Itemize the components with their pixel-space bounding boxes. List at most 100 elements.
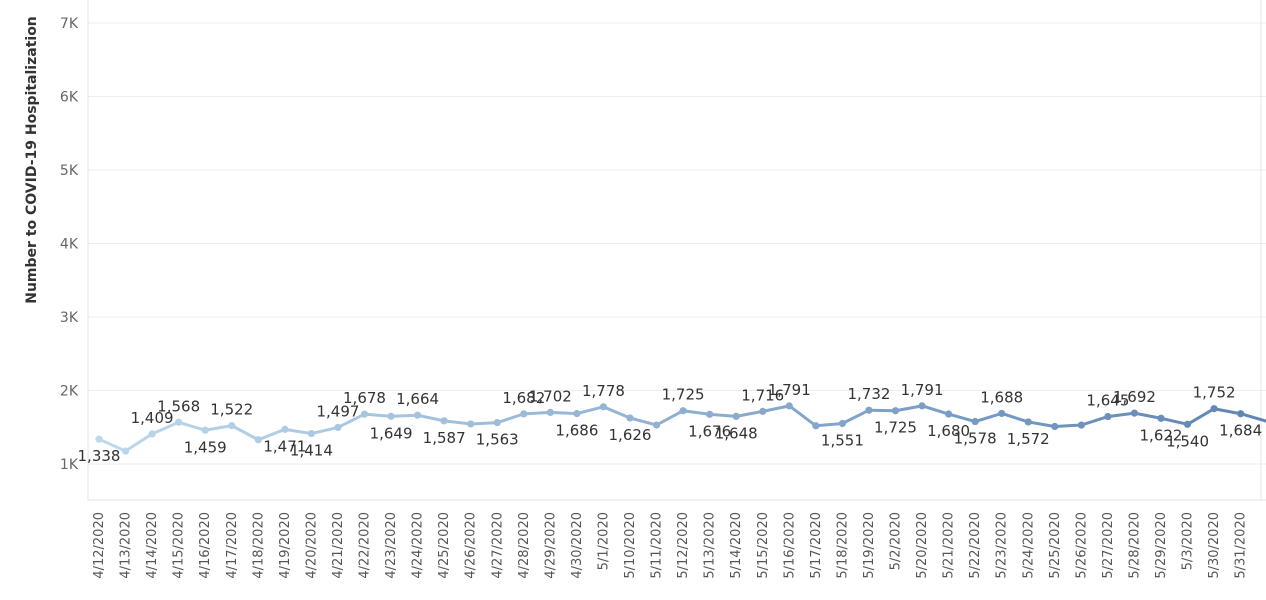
data-point[interactable] xyxy=(1104,412,1112,421)
data-point[interactable] xyxy=(626,414,634,422)
data-point[interactable] xyxy=(891,407,900,415)
data-label: 1,686 xyxy=(555,422,598,440)
data-point[interactable] xyxy=(307,429,315,438)
x-tick-label: 5/24/2020 xyxy=(1021,512,1036,579)
data-point[interactable] xyxy=(706,410,714,418)
x-axis-ticks: 4/12/2020 4/13/2020 4/14/2020 4/15/2020 4/16… xyxy=(92,512,1249,579)
x-tick-label: 5/28/2020 xyxy=(1127,512,1142,579)
data-point[interactable] xyxy=(1024,418,1032,426)
line-segment xyxy=(363,412,393,418)
x-tick-label: 5/27/2020 xyxy=(1101,512,1116,579)
data-label: 1,587 xyxy=(423,429,466,447)
data-point[interactable] xyxy=(679,407,687,415)
data-point[interactable] xyxy=(546,408,554,417)
line-segment xyxy=(522,410,552,416)
data-point[interactable] xyxy=(812,422,820,430)
data-point[interactable] xyxy=(387,412,395,420)
data-point[interactable] xyxy=(1077,421,1085,429)
data-point[interactable] xyxy=(1237,410,1245,418)
line-segment xyxy=(761,404,791,413)
series-line xyxy=(97,404,1266,453)
data-point[interactable] xyxy=(414,411,422,419)
y-tick-label: 6K xyxy=(60,90,79,106)
data-label: 1,716 xyxy=(741,386,784,404)
data-point[interactable] xyxy=(520,410,528,418)
data-label: 1,626 xyxy=(609,426,652,444)
line-segment xyxy=(469,421,499,426)
data-label: 1,540 xyxy=(1166,432,1209,450)
x-tick-label: 5/25/2020 xyxy=(1048,512,1063,579)
data-point[interactable] xyxy=(573,409,581,418)
x-tick-label: 5/30/2020 xyxy=(1207,512,1222,579)
data-point[interactable] xyxy=(175,418,183,426)
axis-layer: 1K 2K 3K 4K 5K 6K 7K xyxy=(60,0,1266,501)
x-tick-label: 4/29/2020 xyxy=(543,512,558,579)
data-point[interactable] xyxy=(1183,420,1192,428)
data-point[interactable] xyxy=(1051,422,1059,431)
data-label: 1,522 xyxy=(210,401,253,419)
data-point[interactable] xyxy=(1210,405,1218,413)
x-tick-label: 5/29/2020 xyxy=(1154,512,1169,579)
data-point[interactable] xyxy=(121,447,130,455)
data-point[interactable] xyxy=(228,422,236,430)
line-segment xyxy=(256,427,287,442)
data-point[interactable] xyxy=(945,410,953,418)
data-point[interactable] xyxy=(652,421,661,429)
x-tick-label: 5/15/2020 xyxy=(756,512,771,579)
data-point[interactable] xyxy=(759,407,767,415)
data-label: 1,682 xyxy=(502,389,545,407)
data-point[interactable] xyxy=(865,406,873,414)
x-tick-label: 5/17/2020 xyxy=(809,512,824,579)
data-point[interactable] xyxy=(971,417,979,426)
line-segment xyxy=(601,405,632,420)
line-segment xyxy=(177,420,207,432)
line-segment xyxy=(814,422,844,428)
data-point[interactable] xyxy=(785,402,793,410)
y-tick-label: 3K xyxy=(60,310,79,326)
data-point[interactable] xyxy=(732,412,740,420)
line-segment xyxy=(283,427,313,436)
x-tick-label: 5/23/2020 xyxy=(995,512,1010,579)
data-point[interactable] xyxy=(254,436,262,444)
data-label: 1,725 xyxy=(874,419,917,437)
line-segment xyxy=(150,420,181,436)
x-tick-label: 5/2/2020 xyxy=(889,512,904,570)
data-point[interactable] xyxy=(334,423,342,432)
data-point[interactable] xyxy=(95,435,103,443)
x-tick-label: 4/19/2020 xyxy=(278,512,293,579)
data-point[interactable] xyxy=(360,410,369,418)
x-tick-label: 5/3/2020 xyxy=(1181,512,1196,570)
y-tick-label: 2K xyxy=(60,384,79,400)
data-point[interactable] xyxy=(599,403,608,411)
x-tick-label: 4/18/2020 xyxy=(251,512,266,579)
x-tick-label: 4/12/2020 xyxy=(92,512,107,579)
data-point[interactable] xyxy=(998,409,1006,418)
data-point[interactable] xyxy=(467,420,475,428)
data-point[interactable] xyxy=(440,417,448,425)
data-label: 1,791 xyxy=(768,381,811,399)
data-point[interactable] xyxy=(201,426,209,434)
line-segment xyxy=(947,412,977,424)
x-tick-label: 5/11/2020 xyxy=(650,512,665,579)
data-point[interactable] xyxy=(281,425,289,433)
x-tick-label: 5/10/2020 xyxy=(623,512,638,579)
x-tick-label: 4/17/2020 xyxy=(225,512,240,579)
data-label: 1,648 xyxy=(715,424,758,442)
line-segment xyxy=(734,409,765,418)
data-point[interactable] xyxy=(838,419,847,428)
data-point[interactable] xyxy=(1157,414,1165,422)
data-point[interactable] xyxy=(918,402,926,410)
data-point[interactable] xyxy=(493,419,501,427)
x-tick-label: 4/28/2020 xyxy=(517,512,532,579)
line-segment xyxy=(1053,423,1083,429)
x-tick-label: 4/27/2020 xyxy=(490,512,505,579)
data-point[interactable] xyxy=(148,430,156,438)
data-point[interactable] xyxy=(1130,409,1139,417)
line-segment xyxy=(920,404,951,416)
line-segment xyxy=(442,419,473,426)
x-tick-label: 4/21/2020 xyxy=(331,512,346,579)
line-segment xyxy=(1239,412,1266,423)
line-segment xyxy=(416,413,446,423)
data-label: 1,338 xyxy=(78,447,121,465)
